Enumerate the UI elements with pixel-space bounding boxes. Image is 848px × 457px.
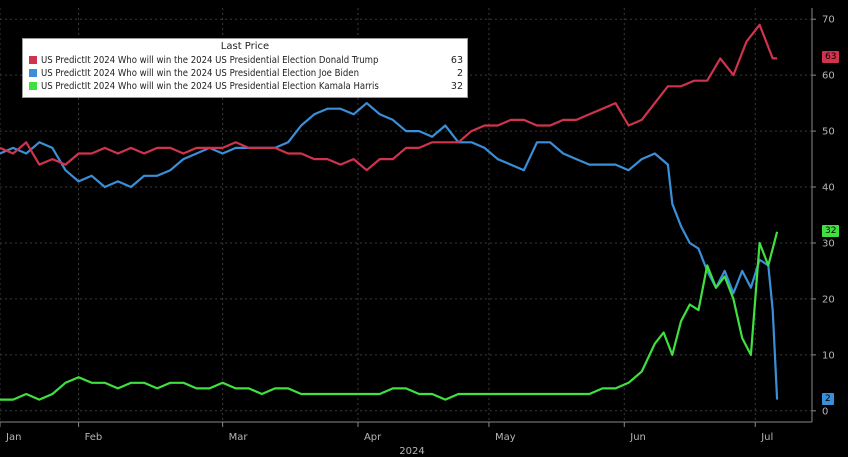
x-tick-label: Mar [229, 432, 249, 443]
legend-label-biden: US PredictIt 2024 Who will win the 2024 … [41, 68, 359, 79]
y-tick-label: 10 [822, 350, 835, 361]
legend-label-trump: US PredictIt 2024 Who will win the 2024 … [41, 55, 379, 66]
end-value-tag-harris: 32 [822, 224, 840, 237]
legend-swatch-trump [29, 56, 37, 64]
y-tick-label: 30 [822, 238, 835, 249]
legend-label-harris: US PredictIt 2024 Who will win the 2024 … [41, 81, 379, 92]
series-line-harris [0, 231, 779, 401]
legend-swatch-biden [29, 69, 37, 77]
legend-swatch-harris [29, 82, 37, 90]
end-value-tag-trump: 63 [822, 51, 840, 64]
legend-item-trump: US PredictIt 2024 Who will win the 2024 … [29, 55, 378, 66]
x-tick-label: Feb [85, 432, 103, 443]
x-tick-label: Jul [760, 432, 773, 443]
y-tick-label: 50 [822, 127, 835, 138]
legend-value-harris: 32 [450, 81, 463, 92]
series-line-biden [0, 102, 779, 400]
x-tick-label: May [495, 432, 516, 443]
y-tick-label: 60 [822, 71, 835, 82]
legend-item-harris: US PredictIt 2024 Who will win the 2024 … [29, 81, 379, 92]
axes: 0 10 20 30 40 50 60 70 Jan Feb Mar Apr May Jun Jul 2024 [0, 8, 835, 457]
legend-title: Last Price [220, 41, 270, 52]
legend-value-trump: 63 [450, 55, 463, 66]
end-value-tag-biden: 2 [822, 392, 834, 405]
y-tick-label: 0 [822, 406, 828, 417]
x-tick-label: Apr [364, 432, 382, 443]
y-tick-label: 40 [822, 183, 835, 194]
series-lines [0, 23, 779, 401]
legend-item-biden: US PredictIt 2024 Who will win the 2024 … [29, 68, 359, 79]
x-axis-label: 2024 [399, 446, 424, 457]
series-line-trump [0, 23, 778, 172]
x-tick-label: Jan [5, 432, 21, 443]
x-tick-label: Jun [629, 432, 646, 443]
y-tick-label: 20 [822, 294, 835, 305]
legend-value-biden: 2 [456, 68, 463, 79]
legend: Last Price US PredictIt 2024 Who will wi… [22, 38, 468, 98]
y-tick-label: 70 [822, 15, 835, 26]
